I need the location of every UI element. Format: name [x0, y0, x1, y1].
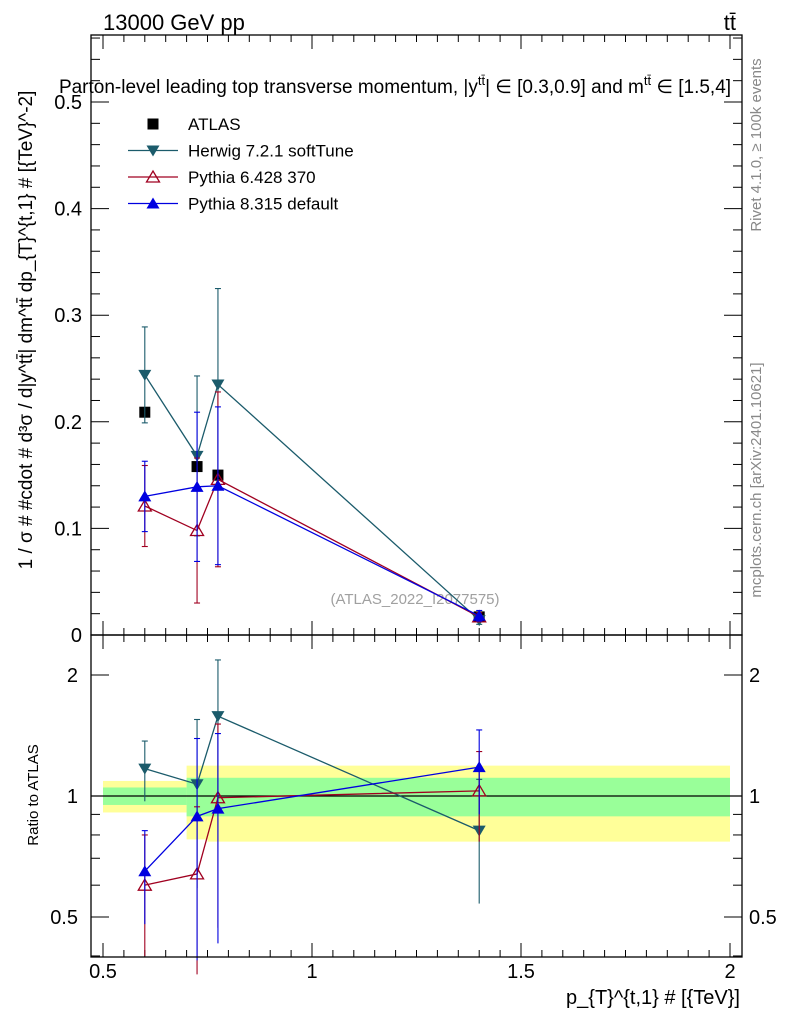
- main-y-axis-label: 1 / σ # #cdot # d³σ / d|y^tt̄| dm^tt̄ dp…: [16, 91, 37, 570]
- y-tick-label: 0: [71, 625, 82, 647]
- ratio-series-line: [144, 715, 480, 832]
- y-tick-label: 0.3: [54, 305, 82, 327]
- ratio-data-point: [472, 761, 486, 773]
- plot-title: Parton-level leading top transverse mome…: [59, 73, 731, 98]
- collision-label: 13000 GeV pp: [103, 10, 245, 35]
- ratio-y-tick-label: 2: [67, 665, 78, 687]
- ratio-y-tick-label-right: 2: [749, 665, 760, 687]
- data-point: [190, 480, 204, 492]
- data-point: [138, 490, 152, 502]
- mcplots-label: mcplots.cern.ch [arXiv:2401.10621]: [748, 362, 765, 597]
- x-tick-label: 1: [306, 961, 317, 983]
- ratio-data-point: [138, 763, 152, 775]
- ratio-uncertainty-bands: [91, 765, 742, 842]
- data-point: [472, 609, 486, 621]
- y-tick-label: 0.2: [54, 412, 82, 434]
- ratio-y-tick-label: 1: [67, 786, 78, 808]
- legend-item-atlas: ATLAS: [147, 115, 241, 134]
- legend-marker: [146, 145, 160, 157]
- legend: ATLAS Herwig 7.2.1 softTune Pythia 6.428 3…: [128, 115, 354, 214]
- ratio-y-tick-label-right: 0.5: [749, 907, 777, 929]
- legend-label: Herwig 7.2.1 softTune: [188, 142, 354, 161]
- x-axis-label: p_{T}^{t,1} # [{TeV}]: [566, 987, 740, 1009]
- ratio-data-point: [211, 711, 225, 723]
- ratio-data-point: [138, 865, 152, 877]
- x-tick-label: 1.5: [507, 961, 535, 983]
- y-tick-label: 0.1: [54, 518, 82, 540]
- ratio-series-line: [144, 766, 480, 872]
- ratio-y-tick-label: 0.5: [50, 907, 78, 929]
- legend-item-pythia-6-428-370: Pythia 6.428 370: [128, 168, 316, 187]
- ratio-series-line: [144, 790, 480, 886]
- legend-marker: [145, 169, 161, 183]
- y-tick-label: 0.4: [54, 199, 82, 221]
- legend-label: ATLAS: [188, 115, 241, 134]
- data-point: [211, 479, 225, 491]
- data-point: [211, 379, 225, 391]
- x-tick-label: 0.5: [89, 961, 117, 983]
- rivet-version-label: Rivet 4.1.0, ≥ 100k events: [748, 58, 765, 231]
- legend-item-herwig-7-2-1-softtune: Herwig 7.2.1 softTune: [128, 142, 354, 161]
- legend-item-pythia-8-315-default: Pythia 8.315 default: [128, 195, 339, 214]
- legend-marker: [147, 118, 159, 130]
- main-panel: 0 0.1 0.2 0.3 0.4 0.5: [54, 37, 742, 647]
- y-tick-label: 0.5: [54, 92, 82, 114]
- ratio-panel-frame: [90, 634, 743, 958]
- legend-marker: [146, 197, 160, 209]
- series-pythia-8-315-default: [138, 406, 486, 622]
- analysis-watermark: (ATLAS_2022_I2077575): [330, 591, 499, 608]
- ratio-series-pythia-8-315-default: [138, 729, 486, 961]
- ratio-y-axis-label: Ratio to ATLAS: [25, 744, 42, 845]
- ratio-data-point: [190, 810, 204, 822]
- series-line: [144, 485, 480, 617]
- process-label: tt̄: [724, 10, 736, 35]
- series-line: [144, 374, 480, 621]
- series-line: [144, 478, 480, 618]
- ratio-series-pythia-6-428-370: [137, 723, 487, 975]
- series-pythia-6-428-370: [137, 391, 487, 623]
- series-herwig-7-2-1-softtune: [138, 287, 486, 627]
- ratio-band-inner: [207, 777, 730, 817]
- legend-label: Pythia 6.428 370: [188, 168, 316, 187]
- x-tick-label: 2: [724, 961, 735, 983]
- ratio-y-tick-label-right: 1: [749, 786, 760, 808]
- ratio-panel: 0.5 1 1.5 2 0.5 0.5 1 1 2 2: [50, 35, 777, 983]
- data-point: [138, 369, 152, 381]
- legend-label: Pythia 8.315 default: [188, 195, 339, 214]
- ratio-data-point: [211, 802, 225, 814]
